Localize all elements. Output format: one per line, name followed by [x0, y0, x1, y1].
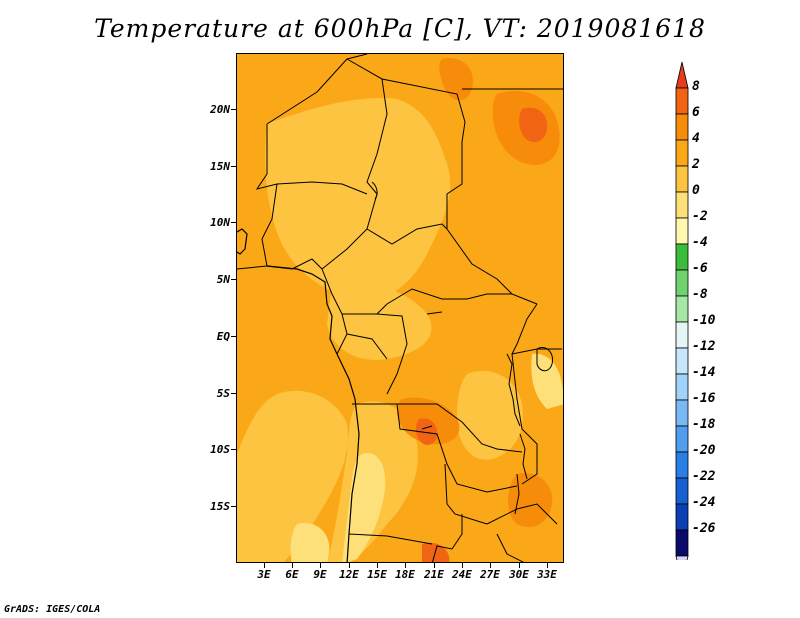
- lat-label-5n: 5N: [216, 273, 230, 286]
- lat-label-eq: EQ: [216, 330, 230, 343]
- plot-title: Temperature at 600hPa [C], VT: 201908161…: [94, 14, 706, 43]
- colorbar-swatch: [675, 165, 689, 193]
- colorbar-label: -16: [692, 391, 716, 406]
- lakes: [371, 181, 554, 515]
- colorbar-swatch: [675, 243, 689, 271]
- lon-tick: [462, 563, 463, 568]
- lat-tick: [231, 336, 236, 337]
- lat-tick: [231, 506, 236, 507]
- colorbar-swatch: [675, 321, 689, 349]
- lon-tick: [405, 563, 406, 568]
- colorbar-swatch: [675, 451, 689, 479]
- field-zone-hot-2: [416, 418, 438, 445]
- lat-tick: [231, 109, 236, 110]
- temperature-map: [236, 53, 564, 563]
- lon-tick: [264, 563, 265, 568]
- lat-tick: [231, 449, 236, 450]
- field-zone-light-2: [327, 282, 432, 360]
- field-zone-pale-1: [342, 453, 386, 562]
- map-canvas: [237, 54, 563, 562]
- coastline: [237, 228, 360, 562]
- lon-tick: [490, 563, 491, 568]
- field-zone-pale-2: [290, 523, 330, 562]
- lon-tick: [519, 563, 520, 568]
- lat-label-20n: 20N: [210, 103, 230, 116]
- lat-tick: [231, 222, 236, 223]
- colorbar-swatch: [675, 139, 689, 167]
- colorbar-swatch: [675, 503, 689, 531]
- colorbar-label: 4: [692, 131, 700, 146]
- field-zone-pale-3: [531, 353, 563, 409]
- colorbar-label: -6: [692, 261, 708, 276]
- lon-tick: [434, 563, 435, 568]
- colorbar-label: -2: [692, 209, 708, 224]
- field-zone-warm-4: [508, 473, 553, 528]
- lat-label-15n: 15N: [210, 160, 230, 173]
- colorbar-swatch: [675, 191, 689, 219]
- lon-label-15e: 15E: [367, 568, 387, 581]
- colorbar-swatch: [675, 425, 689, 453]
- colorbar-swatch: [675, 113, 689, 141]
- lat-label-5s: 5S: [216, 387, 230, 400]
- colorbar-swatch: [675, 477, 689, 505]
- lat-tick: [231, 279, 236, 280]
- lon-label-9e: 9E: [313, 568, 327, 581]
- lon-tick: [349, 563, 350, 568]
- colorbar-label: -20: [692, 443, 716, 458]
- colorbar-swatch: [675, 87, 689, 115]
- footer-credit: GrADS: IGES/COLA: [4, 604, 101, 615]
- lon-label-3e: 3E: [257, 568, 271, 581]
- colorbar-label: -12: [692, 339, 716, 354]
- lon-label-18e: 18E: [395, 568, 415, 581]
- field-zone-light-1: [265, 98, 451, 300]
- colorbar-label: -14: [692, 365, 716, 380]
- colorbar-swatch: [675, 373, 689, 401]
- colorbar-label: -8: [692, 287, 708, 302]
- colorbar-swatch: [675, 529, 689, 557]
- field-zone-light-3: [237, 390, 348, 562]
- colorbar: [675, 61, 689, 560]
- colorbar-label: 6: [692, 105, 700, 120]
- lon-label-21e: 21E: [424, 568, 444, 581]
- colorbar-swatch: [675, 269, 689, 297]
- lat-label-10s: 10S: [210, 443, 230, 456]
- lon-tick: [320, 563, 321, 568]
- field-zone-warm-2: [439, 58, 473, 101]
- lon-label-30e: 30E: [509, 568, 529, 581]
- field-zone-light-5: [457, 370, 523, 460]
- colorbar-max-arrow: [675, 61, 689, 89]
- lon-tick: [377, 563, 378, 568]
- lon-tick: [547, 563, 548, 568]
- colorbar-min-arrow: [675, 555, 689, 560]
- colorbar-swatch: [675, 347, 689, 375]
- field-zone-hot-3: [519, 107, 548, 143]
- colorbar-label: 0: [692, 183, 700, 198]
- colorbar-label: 8: [692, 79, 700, 94]
- lat-tick: [231, 393, 236, 394]
- lon-label-27e: 27E: [480, 568, 500, 581]
- lon-tick: [292, 563, 293, 568]
- colorbar-label: 2: [692, 157, 700, 172]
- colorbar-label: -26: [692, 521, 716, 536]
- country-borders: [237, 54, 563, 562]
- colorbar-swatch: [675, 217, 689, 245]
- lon-label-33e: 33E: [537, 568, 557, 581]
- colorbar-label: -4: [692, 235, 708, 250]
- lon-label-12e: 12E: [339, 568, 359, 581]
- colorbar-label: -10: [692, 313, 716, 328]
- lon-label-6e: 6E: [285, 568, 299, 581]
- lon-label-24e: 24E: [452, 568, 472, 581]
- colorbar-label: -24: [692, 495, 716, 510]
- colorbar-swatch: [675, 399, 689, 427]
- lat-label-15s: 15S: [210, 500, 230, 513]
- colorbar-label: -22: [692, 469, 716, 484]
- colorbar-swatch: [675, 295, 689, 323]
- colorbar-label: -18: [692, 417, 716, 432]
- lat-tick: [231, 166, 236, 167]
- lat-label-10n: 10N: [210, 216, 230, 229]
